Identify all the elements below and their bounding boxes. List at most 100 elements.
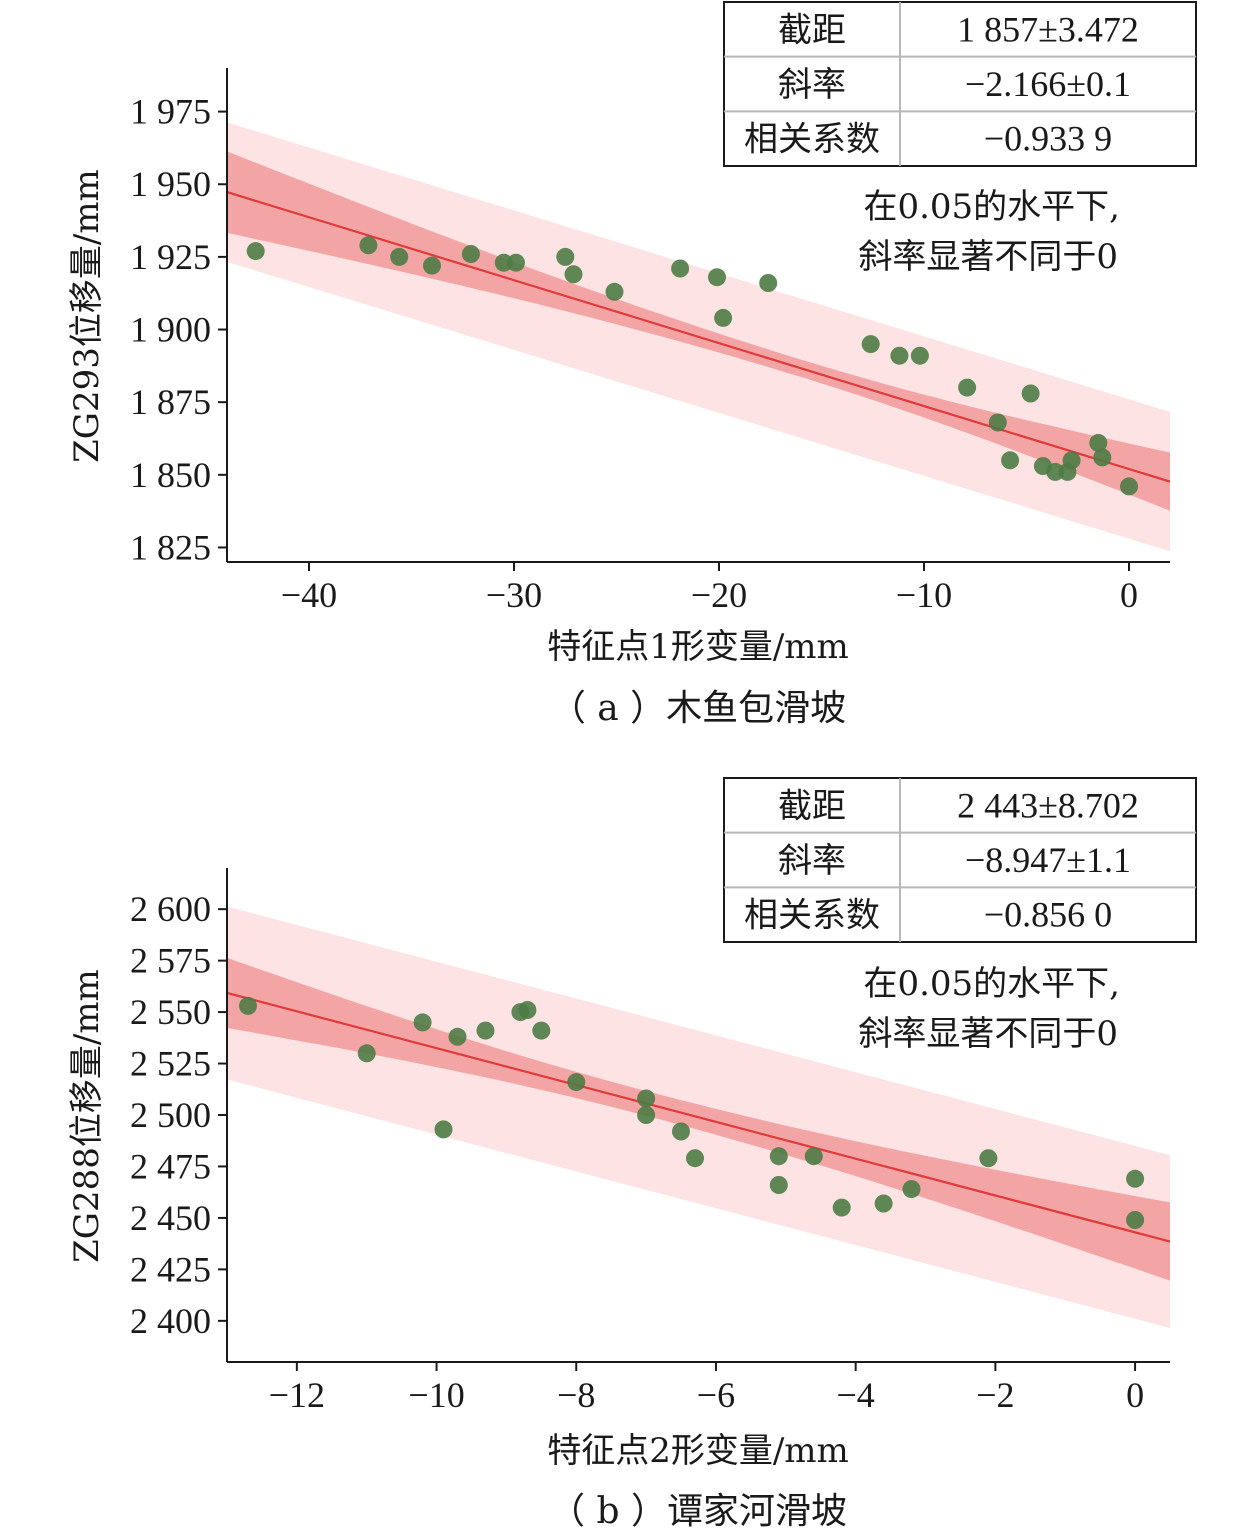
data-point bbox=[671, 259, 690, 278]
y-tick-label: 1 900 bbox=[130, 310, 211, 350]
data-points bbox=[246, 236, 1138, 496]
data-point bbox=[686, 1149, 704, 1168]
data-point bbox=[390, 247, 409, 266]
stats-table-value: −0.856 0 bbox=[984, 895, 1112, 935]
data-point bbox=[890, 346, 909, 365]
significance-note-line1: 在0.05的水平下, bbox=[863, 187, 1120, 227]
y-tick-label: 1 825 bbox=[130, 527, 211, 567]
x-tick-label: −30 bbox=[486, 575, 542, 615]
significance-note-line2: 斜率显著不同于0 bbox=[858, 237, 1118, 277]
stats-table-label: 斜率 bbox=[778, 65, 846, 105]
data-point bbox=[507, 253, 525, 272]
data-point bbox=[461, 245, 480, 263]
significance-note-line2: 斜率显著不同于0 bbox=[858, 1014, 1118, 1054]
stats-table-border bbox=[723, 1, 1197, 167]
x-tick-label: −10 bbox=[408, 1375, 464, 1415]
stats-table-value: 2 443±8.702 bbox=[957, 785, 1139, 825]
fit-line bbox=[226, 191, 1171, 483]
y-tick-label: 1 950 bbox=[130, 164, 211, 204]
data-point bbox=[605, 282, 624, 301]
stats-table: 截距 2 443±8.702 斜率 −8.947±1.1 相关系数 −0.856 0 bbox=[723, 777, 1197, 943]
data-point bbox=[1093, 448, 1112, 467]
regression-line bbox=[226, 191, 1171, 483]
stats-table-label: 相关系数 bbox=[744, 896, 880, 936]
x-tick-label: −6 bbox=[697, 1375, 735, 1415]
x-tick-label: −4 bbox=[837, 1375, 875, 1415]
data-point bbox=[958, 378, 977, 397]
stats-table-label: 截距 bbox=[778, 10, 846, 50]
data-point bbox=[979, 1149, 998, 1168]
axes bbox=[226, 68, 1170, 563]
y-ticks: 2 400 2 425 2 450 2 475 2 500 2 525 2 550 2 575… bbox=[130, 889, 227, 1341]
y-tick-label: 2 525 bbox=[130, 1044, 211, 1084]
data-point bbox=[902, 1180, 921, 1199]
x-axis-title: 特征点2形变量/mm bbox=[547, 1431, 849, 1471]
data-point bbox=[448, 1027, 467, 1046]
data-point bbox=[423, 256, 441, 275]
significance-note-line1: 在0.05的水平下, bbox=[863, 964, 1120, 1004]
y-tick-label: 2 475 bbox=[130, 1146, 211, 1186]
x-tick-label: 0 bbox=[1120, 575, 1138, 615]
data-point bbox=[564, 265, 583, 284]
data-point bbox=[567, 1073, 586, 1092]
data-point bbox=[769, 1176, 788, 1194]
x-tick-label: −10 bbox=[896, 575, 952, 615]
y-tick-label: 2 400 bbox=[130, 1301, 211, 1341]
y-tick-label: 2 575 bbox=[130, 941, 211, 981]
x-tick-label: −20 bbox=[691, 575, 747, 615]
y-axis-title: ZG288位移量/mm bbox=[67, 969, 107, 1263]
x-ticks: −12 −10 −8 −6 −4 −2 0 bbox=[269, 1362, 1144, 1415]
stats-table-value: 1 857±3.472 bbox=[957, 9, 1139, 49]
stats-table-value: −8.947±1.1 bbox=[965, 840, 1131, 880]
data-point bbox=[239, 996, 257, 1015]
panel-b: −12 −10 −8 −6 −4 −2 0 2 400 2 425 2 450 2 475 2 50… bbox=[67, 777, 1197, 1532]
regression-line bbox=[226, 991, 1171, 1243]
data-point bbox=[556, 247, 575, 266]
data-point bbox=[413, 1013, 432, 1032]
confidence-band bbox=[227, 151, 1170, 511]
x-tick-label: 0 bbox=[1126, 1375, 1144, 1415]
data-point bbox=[1046, 462, 1065, 481]
stats-table-label: 截距 bbox=[778, 786, 846, 826]
y-tick-label: 1 975 bbox=[130, 92, 211, 132]
data-point bbox=[637, 1106, 656, 1124]
y-tick-label: 1 925 bbox=[130, 237, 211, 277]
data-point bbox=[910, 346, 929, 365]
data-point bbox=[476, 1021, 495, 1040]
data-point bbox=[246, 242, 265, 261]
y-tick-label: 1 875 bbox=[130, 382, 211, 422]
data-point bbox=[1120, 477, 1138, 496]
data-point bbox=[518, 1001, 537, 1019]
data-points bbox=[239, 996, 1145, 1229]
data-point bbox=[708, 268, 726, 287]
y-axis-title: ZG293位移量/mm bbox=[67, 169, 107, 463]
y-tick-label: 2 425 bbox=[130, 1249, 211, 1289]
data-point bbox=[434, 1120, 453, 1139]
data-point bbox=[861, 335, 880, 354]
y-tick-label: 2 500 bbox=[130, 1095, 211, 1135]
x-tick-label: −8 bbox=[557, 1375, 595, 1415]
panel-caption: （ a ）木鱼包滑坡 bbox=[550, 688, 846, 729]
stats-table-value: −0.933 9 bbox=[984, 119, 1112, 159]
x-tick-label: −2 bbox=[976, 1375, 1014, 1415]
y-tick-label: 2 550 bbox=[130, 992, 211, 1032]
data-point bbox=[874, 1194, 893, 1213]
x-tick-label: −12 bbox=[269, 1375, 325, 1415]
stats-table-border bbox=[723, 777, 1197, 943]
stats-table-value: −2.166±0.1 bbox=[965, 64, 1131, 104]
stats-table-label: 相关系数 bbox=[744, 120, 880, 160]
data-point bbox=[672, 1122, 690, 1141]
x-ticks: −40 −30 −20 −10 0 bbox=[281, 562, 1138, 615]
data-point bbox=[1089, 433, 1108, 452]
y-tick-label: 2 450 bbox=[130, 1198, 211, 1238]
data-point bbox=[1126, 1211, 1145, 1229]
data-point bbox=[1126, 1169, 1145, 1188]
confidence-band-area bbox=[227, 151, 1170, 511]
data-point bbox=[1001, 451, 1020, 470]
data-point bbox=[714, 308, 733, 327]
y-tick-label: 2 600 bbox=[130, 889, 211, 929]
y-ticks: 1 825 1 850 1 875 1 900 1 925 1 950 1 975 bbox=[130, 92, 227, 567]
data-point bbox=[532, 1021, 551, 1040]
